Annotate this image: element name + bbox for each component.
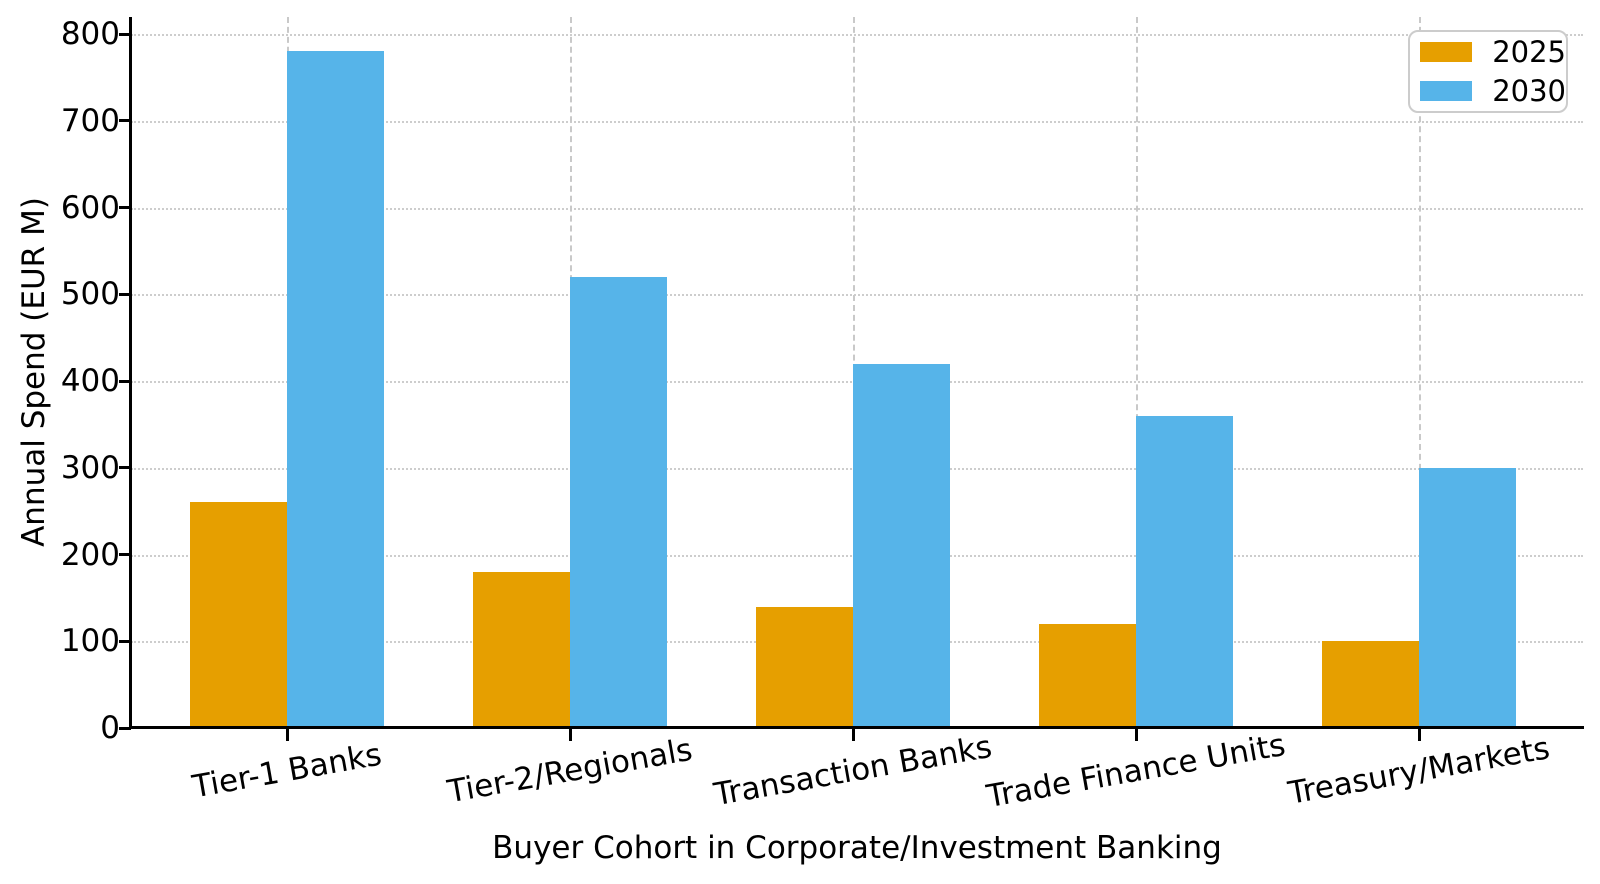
legend-label-2030: 2030 <box>1492 74 1566 108</box>
y-axis-tick-600 <box>119 206 131 209</box>
gridline-vertical-trade-finance-units <box>1136 17 1138 728</box>
legend-item-2025: 2025 <box>1420 37 1566 67</box>
legend-item-2030: 2030 <box>1420 76 1566 106</box>
y-tick-label-300: 300 <box>60 449 120 486</box>
y-axis-tick-100 <box>119 639 131 643</box>
y-axis-tick-800 <box>119 32 131 36</box>
bar-2025-trade-finance-units <box>1039 623 1136 728</box>
gridline-horizontal-700 <box>131 120 1583 123</box>
x-axis-tick-tier-2-regionals <box>568 729 572 741</box>
y-tick-label-600: 600 <box>60 189 120 226</box>
y-tick-label-200: 200 <box>60 536 120 573</box>
y-tick-label-700: 700 <box>60 102 120 139</box>
bar-2025-tier-2-regionals <box>473 571 570 728</box>
y-axis-tick-300 <box>119 466 131 470</box>
y-tick-label-400: 400 <box>60 363 120 399</box>
bar-2030-trade-finance-units <box>1136 415 1233 728</box>
bar-2030-tier-1-banks <box>287 51 384 728</box>
y-axis-tick-200 <box>119 553 131 556</box>
plot-area <box>131 17 1583 728</box>
x-axis-tick-treasury-markets <box>1417 729 1421 741</box>
y-tick-label-100: 100 <box>60 623 120 660</box>
y-axis-tick-400 <box>119 379 131 383</box>
x-tick-label-treasury-markets: Treasury/Markets <box>1285 730 1553 812</box>
y-tick-label-0: 0 <box>100 710 120 746</box>
x-axis-spine <box>129 726 1584 729</box>
gridline-horizontal-500 <box>131 294 1583 297</box>
bar-2030-treasury-markets <box>1419 467 1516 728</box>
bar-2030-tier-2-regionals <box>570 276 667 728</box>
y-axis-tick-700 <box>119 119 131 123</box>
y-tick-label-500: 500 <box>60 276 120 313</box>
x-axis-tick-tier-1-banks <box>285 729 289 741</box>
y-tick-label-800: 800 <box>60 16 120 52</box>
legend: 2025 2030 <box>1408 30 1568 113</box>
gridline-horizontal-800 <box>131 34 1583 36</box>
legend-swatch-2030 <box>1420 81 1473 101</box>
bar-2030-transaction-banks <box>853 363 950 728</box>
legend-label-2025: 2025 <box>1492 35 1566 69</box>
legend-swatch-2025 <box>1420 42 1473 62</box>
y-axis-spine <box>129 17 132 729</box>
x-tick-label-tier-1-banks: Tier-1 Banks <box>189 736 385 806</box>
x-axis-title: Buyer Cohort in Corporate/Investment Ban… <box>492 830 1222 866</box>
bar-2025-treasury-markets <box>1322 641 1419 728</box>
gridline-horizontal-600 <box>131 207 1583 210</box>
y-axis-tick-500 <box>119 292 131 296</box>
gridline-vertical-treasury-markets <box>1419 17 1421 728</box>
bar-2025-transaction-banks <box>756 606 853 728</box>
bar-2025-tier-1-banks <box>190 502 287 728</box>
y-axis-tick-0 <box>119 726 131 730</box>
x-axis-tick-transaction-banks <box>851 729 855 741</box>
x-axis-tick-trade-finance-units <box>1134 729 1138 741</box>
x-tick-label-tier-2-regionals: Tier-2/Regionals <box>444 731 696 811</box>
